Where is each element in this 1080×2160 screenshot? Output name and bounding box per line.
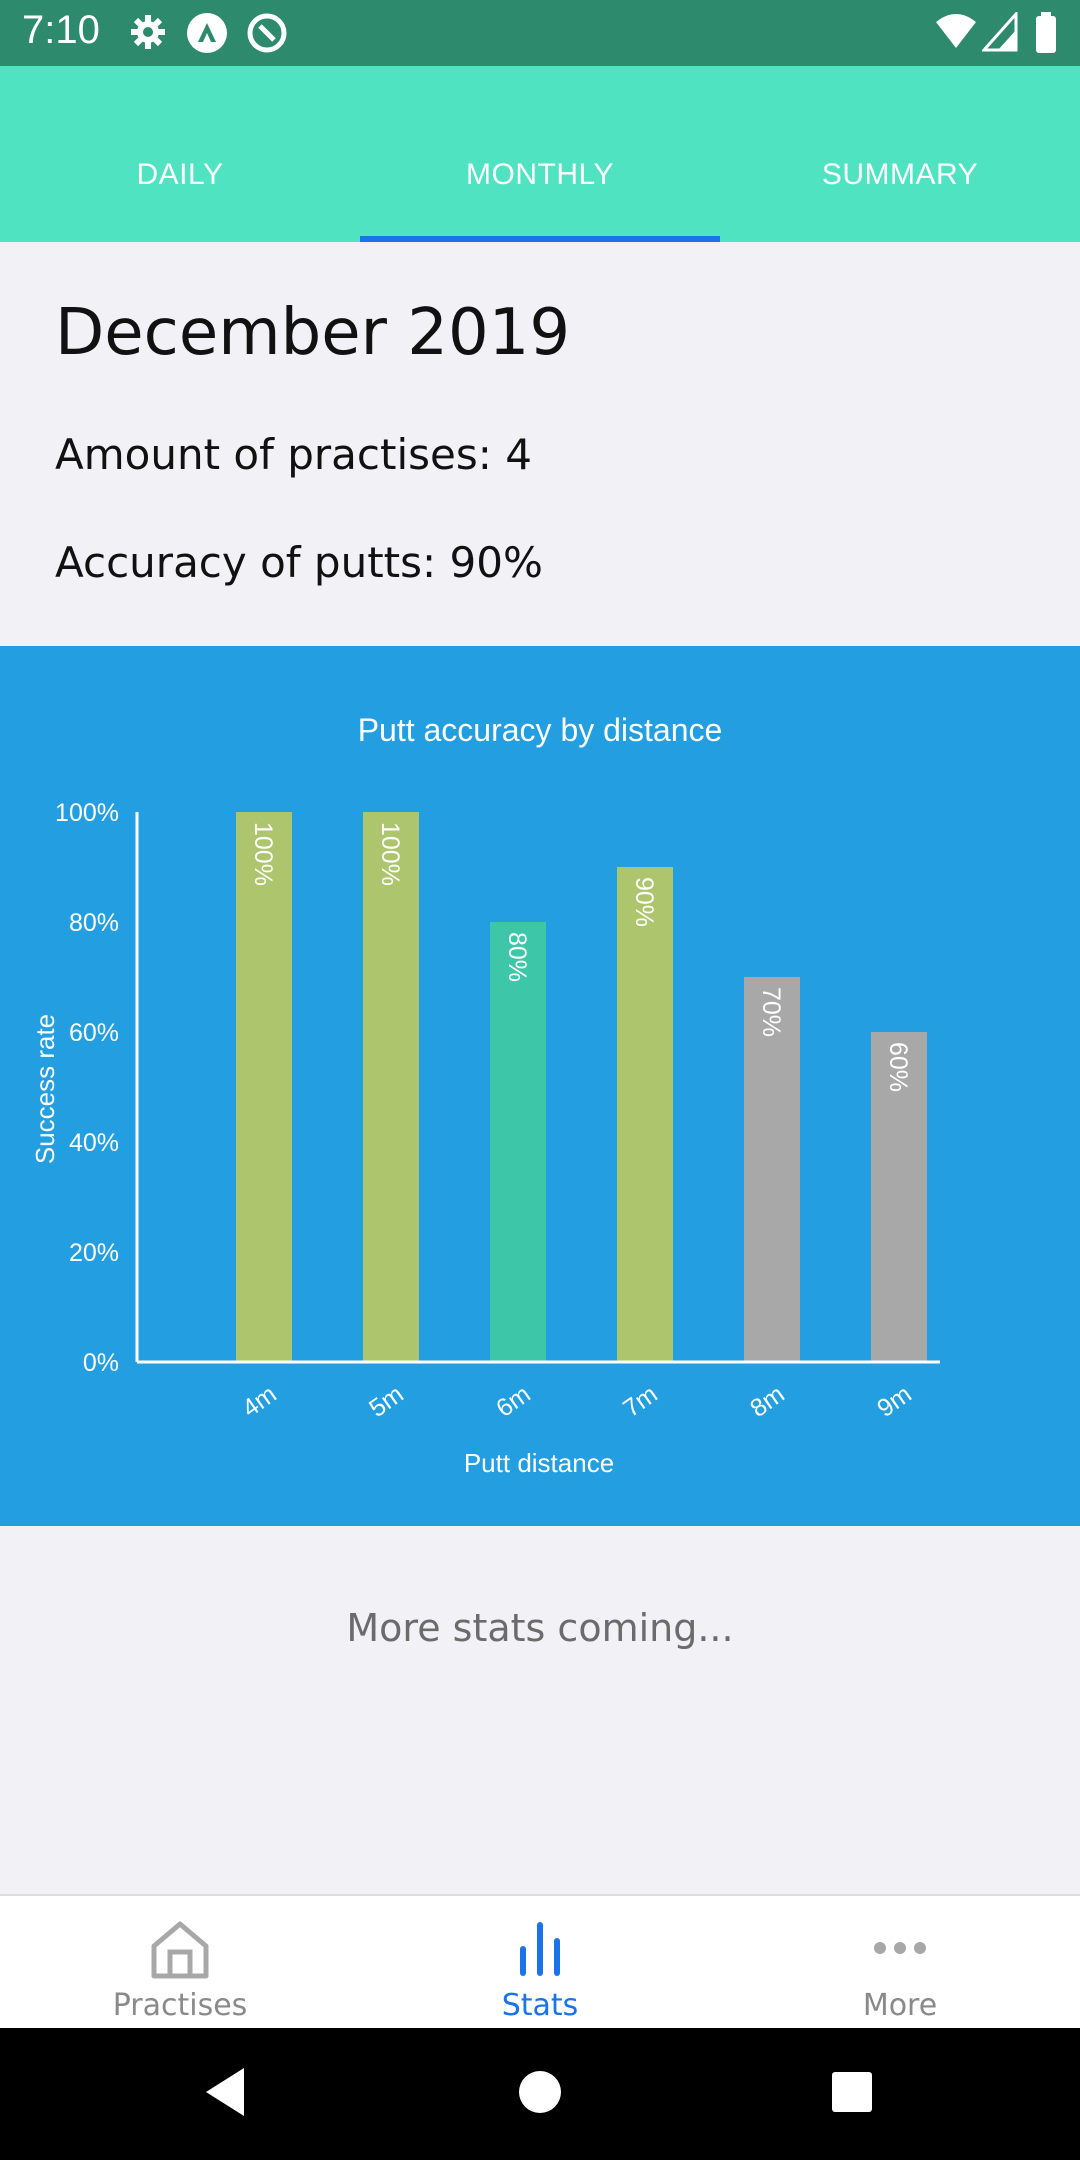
data-label: 90%	[630, 877, 658, 927]
x-axis-label: Putt distance	[464, 1448, 614, 1478]
status-time: 7:10	[22, 8, 100, 52]
chart-title: Putt accuracy by distance	[357, 712, 723, 748]
tab-summary[interactable]: SUMMARY	[821, 158, 979, 191]
nav-more-label: More	[862, 1988, 938, 2023]
tab-daily[interactable]: DAILY	[136, 158, 224, 191]
back-icon[interactable]	[204, 2066, 248, 2118]
system-nav-bar	[0, 2028, 1080, 2160]
nav-more[interactable]: More	[720, 1896, 1080, 2030]
nav-practises-label: Practises	[112, 1988, 248, 2023]
signal-icon	[982, 12, 1018, 52]
tab-monthly[interactable]: MONTHLY	[466, 158, 614, 191]
nav-practises[interactable]: Practises	[0, 1896, 360, 2030]
battery-icon	[1036, 12, 1056, 53]
home-circle-icon[interactable]	[518, 2066, 562, 2118]
more-dots-icon	[874, 1942, 926, 1954]
more-stats-text: More stats coming...	[346, 1606, 734, 1650]
nav-stats[interactable]: Stats	[360, 1896, 720, 2030]
home-icon	[151, 1921, 209, 1979]
accuracy-bar-chart: 0%20%40%60%80%100% 100% 100%80%90%70%60% …	[30, 799, 940, 1478]
x-tick-label: 8m	[745, 1380, 790, 1423]
page-title: December 2019	[55, 296, 571, 370]
active-tab-indicator	[360, 236, 720, 242]
bar-8m[interactable]	[744, 977, 800, 1362]
recents-icon[interactable]	[830, 2066, 874, 2118]
data-label: 70%	[757, 987, 785, 1037]
bar-4m[interactable]	[236, 812, 292, 1362]
y-tick-label: 0%	[83, 1349, 119, 1377]
x-tick-label: 6m	[491, 1380, 536, 1423]
nav-stats-label: Stats	[501, 1988, 579, 2023]
settings-icon	[131, 15, 165, 49]
putt-accuracy: Accuracy of putts: 90%	[55, 538, 543, 587]
app-r-icon	[247, 13, 287, 53]
y-tick-label: 40%	[69, 1129, 119, 1157]
practise-count: Amount of practises: 4	[55, 430, 532, 479]
y-tick-label: 80%	[69, 909, 119, 937]
tab-bar: DAILY MONTHLY SUMMARY	[0, 66, 1080, 242]
y-axis-label: Success rate	[30, 1014, 60, 1164]
bar-7m[interactable]	[617, 867, 673, 1362]
x-tick-label: 4m	[237, 1380, 282, 1423]
y-tick-label: 100%	[55, 799, 119, 827]
bottom-nav: Practises Stats More	[0, 1894, 1080, 2030]
x-tick-label: 5m	[364, 1380, 409, 1423]
bar-chart-icon	[520, 1922, 560, 1976]
data-label: 60%	[884, 1042, 912, 1092]
bar-5m[interactable]	[363, 812, 419, 1362]
y-tick-label: 60%	[69, 1019, 119, 1047]
x-tick-label: 9m	[872, 1380, 917, 1423]
app-a-icon	[187, 13, 227, 53]
wifi-icon	[936, 14, 976, 48]
y-tick-label: 20%	[69, 1239, 119, 1267]
bar-9m[interactable]	[871, 1032, 927, 1362]
status-bar: 7:10	[0, 0, 1080, 66]
bar-6m[interactable]	[490, 922, 546, 1362]
data-label: 100%	[376, 822, 404, 886]
x-tick-label: 7m	[618, 1380, 663, 1423]
data-label: 100%	[249, 822, 277, 886]
data-label: 80%	[503, 932, 531, 982]
